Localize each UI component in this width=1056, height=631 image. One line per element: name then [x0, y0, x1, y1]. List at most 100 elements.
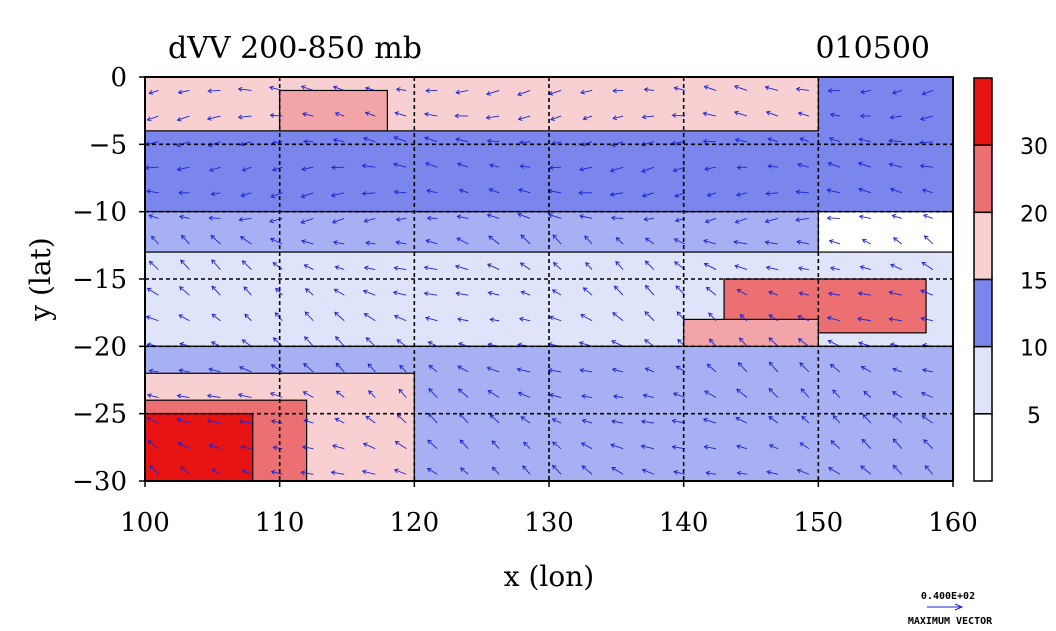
- wind-vector-head-188: [334, 265, 340, 270]
- wind-vector-258: [889, 318, 902, 322]
- wind-vector-371: [363, 443, 376, 450]
- wind-vector-head-211: [243, 286, 249, 291]
- wind-vector-12: [517, 90, 531, 96]
- wind-vector-head-132: [208, 215, 213, 221]
- wind-vector-225: [675, 285, 686, 296]
- wind-vector-171: [615, 237, 624, 245]
- wind-vector-243: [425, 317, 438, 322]
- wind-vector-head-125: [795, 189, 801, 195]
- wind-vector-head-96: [704, 166, 710, 172]
- wind-vector-128: [890, 188, 902, 194]
- wind-vector-300: [580, 369, 593, 373]
- wind-vector-head-10: [455, 89, 461, 95]
- wind-vector-181: [924, 235, 934, 245]
- wind-vector-247: [549, 316, 562, 322]
- wind-vector-head-353: [611, 419, 616, 424]
- wind-vector-head-269: [427, 341, 433, 346]
- wind-vector-head-362: [892, 414, 897, 419]
- wind-vector-head-293: [367, 363, 373, 368]
- wind-vector-414: [892, 464, 903, 475]
- wind-vector-79: [177, 166, 190, 171]
- wind-vector-349: [489, 414, 500, 424]
- wind-vector-head-306: [768, 361, 774, 367]
- wind-vector-115: [489, 188, 500, 194]
- wind-vector-head-198: [644, 260, 650, 266]
- wind-vector-head-195: [552, 262, 558, 267]
- wind-vector-174: [703, 240, 717, 245]
- wind-vector-230: [828, 292, 840, 296]
- wind-vector-head-104: [146, 189, 151, 194]
- wind-vector-151: [796, 217, 809, 221]
- wind-vector-head-412: [828, 467, 833, 472]
- wind-vector-head-67: [610, 142, 616, 147]
- wind-vector-408: [706, 472, 717, 475]
- wind-vector-87: [425, 162, 438, 168]
- wind-vector-14: [580, 90, 593, 94]
- wind-vector-head-223: [613, 285, 619, 291]
- wind-vector-head-289: [238, 365, 244, 371]
- wind-vector-268: [396, 339, 407, 347]
- wind-vector-head-297: [486, 366, 492, 372]
- wind-vector-401: [492, 466, 500, 475]
- wind-vector-322: [458, 388, 469, 398]
- wind-vector-160: [270, 238, 283, 245]
- wind-vector-head-399: [426, 468, 432, 473]
- wind-vector-7: [365, 87, 376, 91]
- wind-vector-137: [364, 217, 376, 222]
- wind-vector-head-343: [303, 418, 309, 424]
- wind-vector-head-55: [239, 141, 245, 147]
- wind-vector-354: [641, 420, 655, 424]
- wind-vector-148: [705, 217, 717, 223]
- wind-vector-241: [364, 313, 376, 322]
- wind-vector-234: [146, 316, 159, 322]
- wind-vector-281: [798, 338, 810, 347]
- wind-vector-head-364: [147, 440, 153, 445]
- wind-vector-375: [491, 440, 500, 449]
- wind-vector-111: [362, 192, 376, 195]
- wind-vector-head-377: [552, 441, 557, 447]
- wind-vector-head-167: [488, 235, 493, 241]
- wind-vector-319: [368, 390, 376, 398]
- wind-vector-15: [613, 90, 624, 92]
- wind-vector-315: [238, 394, 252, 398]
- wind-vector-head-405: [611, 467, 617, 472]
- wind-vector-head-324: [517, 391, 523, 397]
- wind-vector-318: [336, 390, 345, 398]
- wind-vector-head-156: [151, 235, 156, 241]
- wind-vector-389: [923, 439, 934, 449]
- x-tick-label-130: 130: [524, 508, 574, 538]
- wind-vector-113: [426, 189, 438, 194]
- wind-vector-120: [642, 192, 655, 197]
- wind-vector-345: [365, 415, 376, 424]
- wind-vector-272: [517, 344, 531, 347]
- wind-vector-219: [488, 292, 500, 296]
- wind-vector-head-168: [520, 234, 526, 239]
- wind-vector-head-47: [797, 111, 803, 117]
- wind-vector-head-413: [860, 465, 865, 470]
- wind-vector-250: [644, 311, 655, 322]
- wind-vector-head-145: [610, 215, 616, 221]
- wind-vector-head-76: [888, 138, 893, 144]
- wind-vector-head-234: [145, 315, 151, 320]
- wind-vector-164: [396, 241, 407, 245]
- wind-vector-head-121: [674, 193, 680, 198]
- wind-vector-321: [428, 388, 438, 398]
- wind-vector-head-215: [362, 289, 368, 295]
- y-axis-label: y (lat): [24, 237, 57, 321]
- wind-vector-head-109: [300, 193, 306, 199]
- wind-vector-head-158: [210, 234, 216, 240]
- x-axis: 100 110 120 130 140 150 160: [120, 481, 978, 538]
- wind-vector-108: [271, 192, 283, 198]
- wind-vector-head-205: [859, 265, 865, 270]
- wind-vector-24: [892, 90, 902, 94]
- wind-vector-head-373: [427, 439, 432, 445]
- wind-vector-head-40: [582, 115, 588, 121]
- wind-vector-head-374: [459, 439, 465, 445]
- wind-vector-head-341: [238, 419, 244, 425]
- wind-vector-head-220: [520, 290, 526, 296]
- wind-vector-head-296: [457, 365, 463, 370]
- wind-vector-head-351: [551, 418, 557, 423]
- y-tick-label-m5: −5: [89, 130, 127, 160]
- wind-vector-head-194: [519, 262, 525, 267]
- wind-vector-94: [641, 166, 655, 173]
